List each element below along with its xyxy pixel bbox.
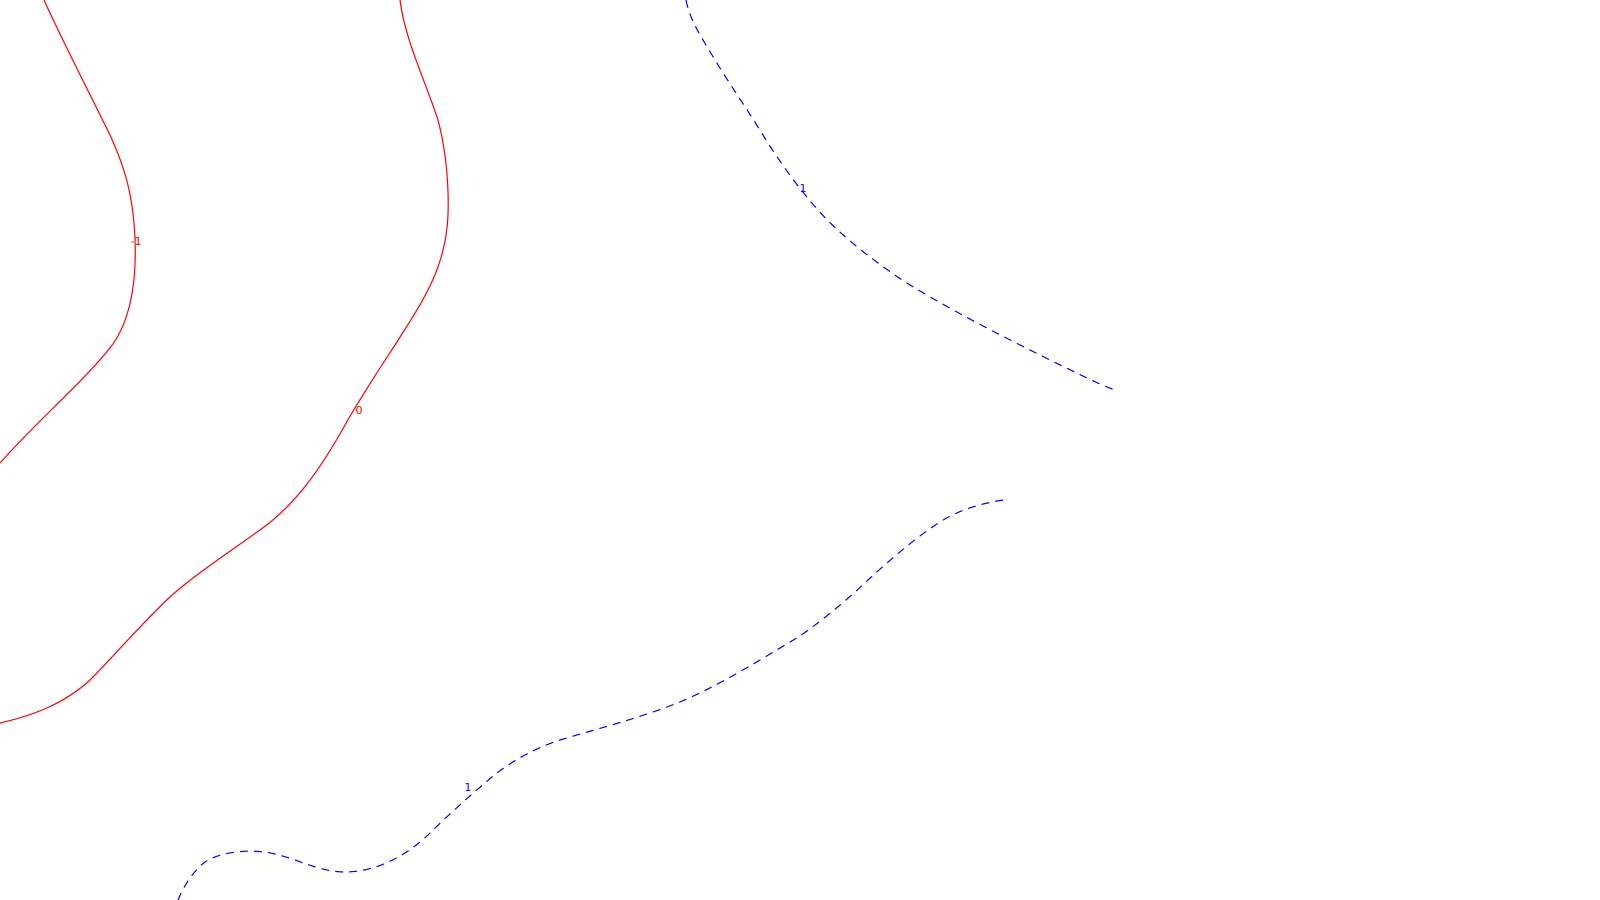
contour-line-neg1 — [0, 0, 136, 464]
contour-label-pos1-upper: 1 — [800, 182, 807, 195]
contour-line-pos1-upper — [685, 0, 1116, 391]
contour-neg1: -1 — [0, 0, 142, 464]
contour-label-pos1-lower: 1 — [465, 781, 472, 794]
contour-zero: 0 — [0, 0, 449, 724]
contour-label-neg1: -1 — [131, 235, 142, 248]
contour-pos1-lower: 1 — [177, 499, 1004, 900]
contour-pos1-upper: 1 — [685, 0, 1116, 391]
contour-line-zero — [0, 0, 449, 724]
contour-label-zero: 0 — [356, 404, 363, 417]
contour-line-pos1-lower — [177, 499, 1004, 900]
